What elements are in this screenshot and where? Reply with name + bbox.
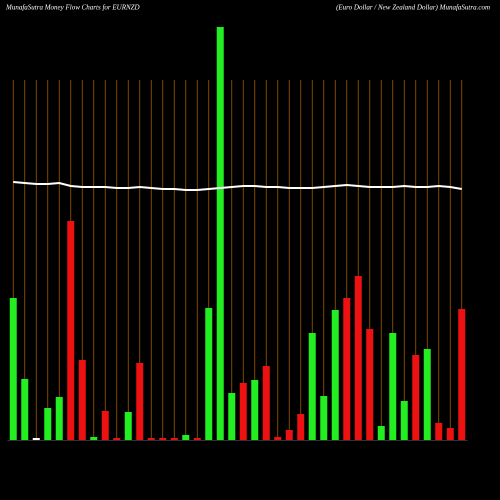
- bar: [147, 438, 155, 440]
- bar: [262, 366, 270, 440]
- bar: [21, 379, 29, 440]
- bar: [400, 401, 408, 440]
- chart-title: MunafaSutra Money Flow Charts for EURNZD: [5, 4, 140, 12]
- bar: [285, 430, 293, 440]
- bar: [205, 308, 213, 440]
- bar: [90, 437, 98, 440]
- bar: [274, 437, 282, 440]
- line: [13, 181, 462, 191]
- bar: [377, 426, 385, 440]
- bar: [9, 298, 17, 440]
- bar: [228, 393, 236, 440]
- bar: [446, 428, 454, 440]
- bar: [136, 363, 144, 440]
- bar: [182, 435, 190, 440]
- bar: [113, 438, 121, 440]
- bar: [193, 438, 201, 440]
- bar: [67, 221, 75, 440]
- bar: [124, 412, 132, 440]
- bar: [297, 414, 305, 440]
- bar: [331, 310, 339, 440]
- bar: [170, 438, 178, 440]
- bar: [101, 411, 109, 440]
- bar: [389, 333, 397, 440]
- bar: [32, 438, 40, 440]
- chart-subtitle: (Euro Dollar / New Zealand Dollar) Munaf…: [336, 4, 490, 12]
- bar: [216, 27, 224, 440]
- bar: [44, 408, 52, 440]
- bar: [159, 438, 167, 440]
- bar: [458, 309, 466, 440]
- bar: [239, 383, 247, 440]
- bar: [435, 423, 443, 440]
- bar: [366, 329, 374, 440]
- bar: [343, 298, 351, 440]
- bar: [423, 349, 431, 440]
- bar: [320, 396, 328, 440]
- bar: [251, 380, 259, 440]
- bar: [354, 276, 362, 440]
- bar: [412, 355, 420, 440]
- bar: [308, 333, 316, 440]
- bar: [55, 397, 63, 440]
- bar: [78, 360, 86, 440]
